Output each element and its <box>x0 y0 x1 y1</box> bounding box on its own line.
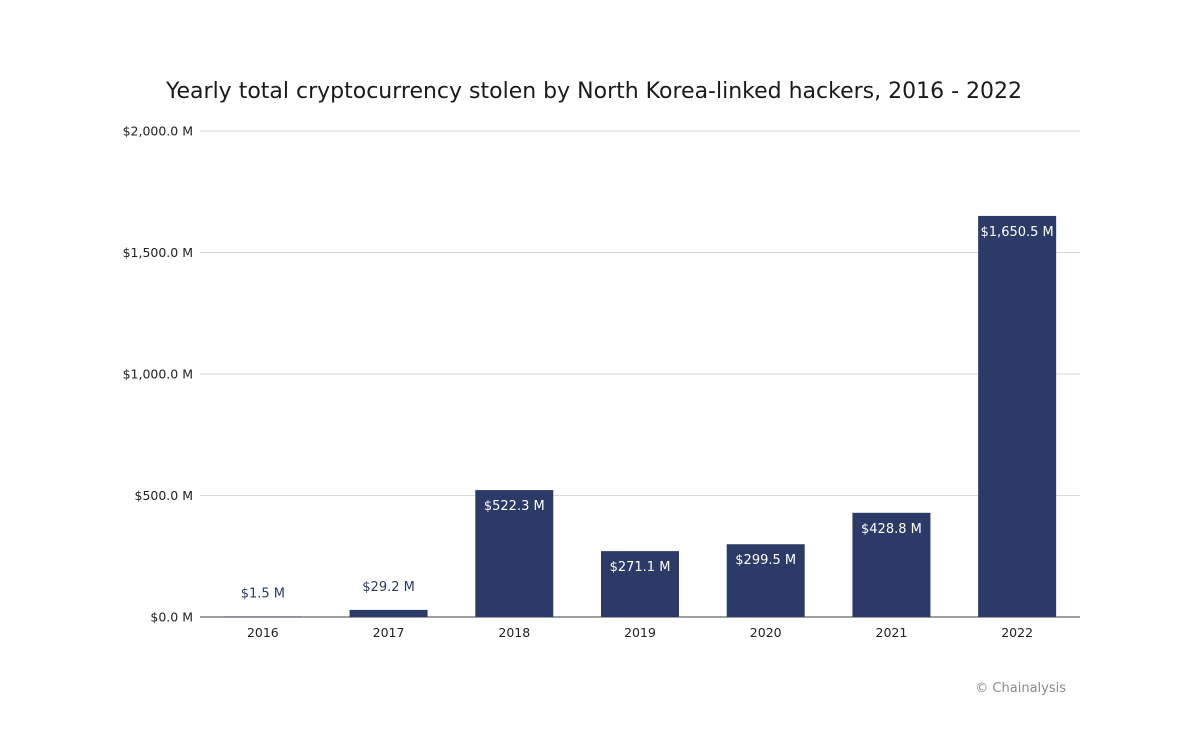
bar-value-label-2021: $428.8 M <box>861 522 922 537</box>
x-tick-label-2022: 2022 <box>1001 625 1033 640</box>
chart-title: Yearly total cryptocurrency stolen by No… <box>165 79 1022 104</box>
x-axis-tick-labels: 2016 2017 2018 2019 2020 2021 2022 <box>247 625 1033 640</box>
source-credit: © Chainalysis <box>975 681 1066 696</box>
bar-2020 <box>726 544 805 617</box>
x-tick-label-2019: 2019 <box>624 625 656 640</box>
bar-value-label-2016: $1.5 M <box>241 587 285 602</box>
x-tick-label-2016: 2016 <box>247 625 279 640</box>
bar-value-label-2017: $29.2 M <box>362 580 415 595</box>
y-axis-tick-labels: $0.0 M $500.0 M $1,000.0 M $1,500.0 M $2,000… <box>123 124 193 625</box>
bar-2018 <box>475 490 554 617</box>
y-tick-label: $500.0 M <box>135 488 194 503</box>
y-tick-label: $2,000.0 M <box>123 124 193 139</box>
bar-value-labels: $1.5 M $29.2 M $522.3 M $271.1 M $299.5 M $42… <box>241 225 1054 602</box>
x-tick-label-2018: 2018 <box>498 625 530 640</box>
y-tick-label: $0.0 M <box>150 610 193 625</box>
x-tick-label-2021: 2021 <box>876 625 908 640</box>
bar-2019 <box>601 551 679 617</box>
bar-2021 <box>852 512 931 617</box>
bar-2017 <box>349 609 428 617</box>
x-tick-label-2020: 2020 <box>750 625 782 640</box>
bar-value-label-2018: $522.3 M <box>484 499 545 514</box>
x-tick-label-2017: 2017 <box>373 625 405 640</box>
bar-value-label-2019: $271.1 M <box>610 560 671 575</box>
bar-value-label-2020: $299.5 M <box>735 553 796 568</box>
y-tick-label: $1,000.0 M <box>123 367 193 382</box>
y-tick-label: $1,500.0 M <box>123 245 193 260</box>
bar-2022 <box>978 215 1057 617</box>
gridlines <box>200 130 1080 618</box>
bars <box>223 215 1057 617</box>
bar-value-label-2022: $1,650.5 M <box>981 225 1054 240</box>
